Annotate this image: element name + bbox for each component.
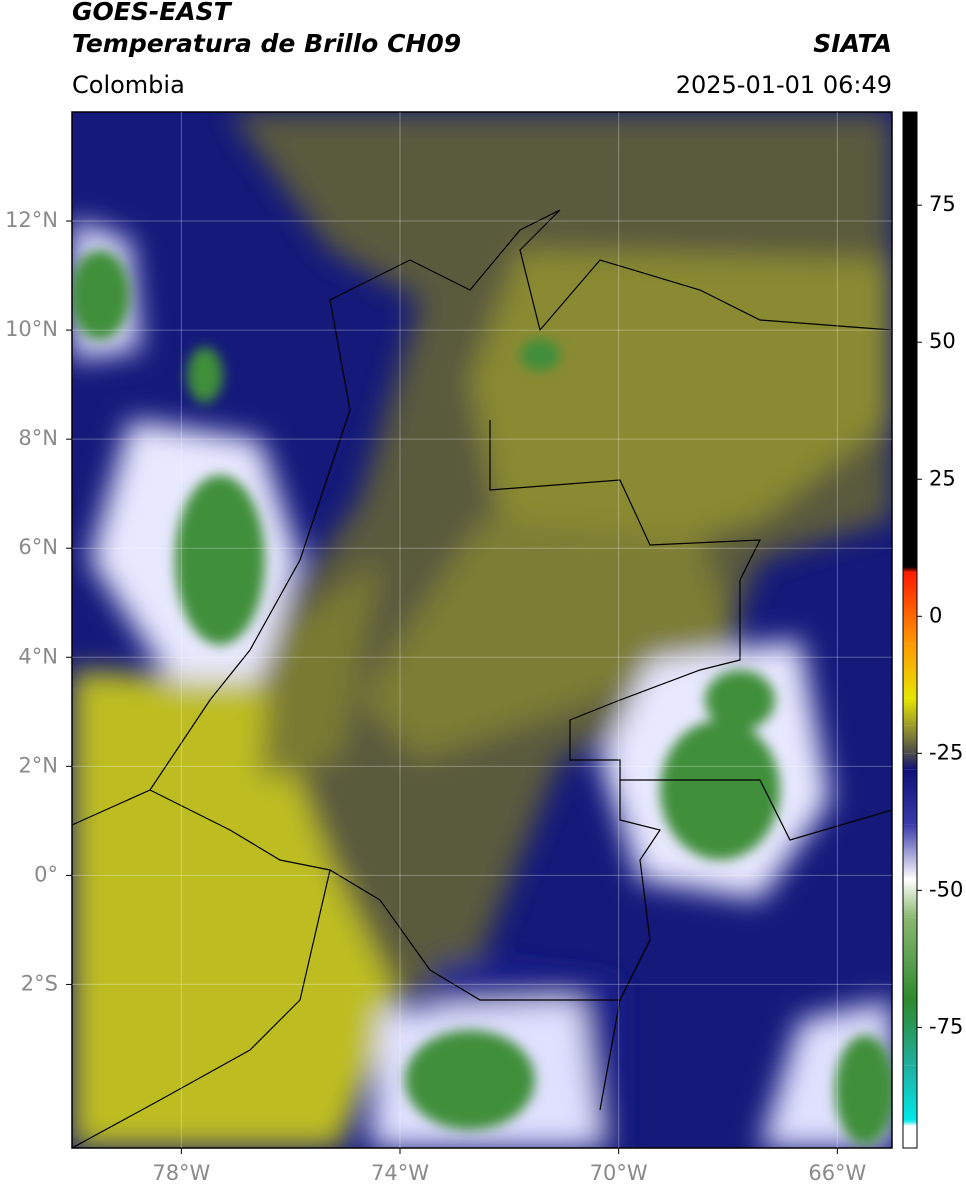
colorbar-tick-label: -50 <box>929 877 963 901</box>
colorbar-frame <box>902 111 918 1149</box>
y-tick-label: 4°N <box>18 644 58 668</box>
colorbar-segment <box>903 572 917 644</box>
colorbar: 75 50 25 0 -25 -50 -75 <box>902 111 963 1149</box>
colorbar-segment <box>903 112 917 567</box>
colorbar-segment <box>903 753 917 770</box>
y-tick-label: 6°N <box>18 535 58 559</box>
subtitle: Temperatura de Brillo CH09 <box>72 29 461 58</box>
y-tick-label: 0° <box>34 862 58 886</box>
border <box>620 779 892 841</box>
cloud-top <box>72 250 130 340</box>
y-tick-label: 10°N <box>5 317 58 341</box>
colorbar-segment <box>903 566 917 573</box>
colorbar-segment <box>903 1000 917 1066</box>
x-tick-label: 70°W <box>590 1161 648 1185</box>
colorbar-tick-label: 50 <box>929 329 956 353</box>
warm-layer <box>470 250 892 560</box>
colorbar-segment <box>903 643 917 699</box>
colorbar-tick-label: 0 <box>929 603 942 627</box>
colorbar-segment <box>903 917 917 1000</box>
warm-layer <box>72 670 400 1148</box>
colorbar-segment <box>903 1126 917 1148</box>
y-tick-label: 12°N <box>5 208 58 232</box>
x-tick-label: 74°W <box>371 1161 429 1185</box>
x-tick-label: 66°W <box>808 1161 866 1185</box>
datetime: 2025-01-01 06:49 <box>676 71 892 99</box>
source: SIATA <box>813 29 892 58</box>
cloud-top <box>405 1030 535 1130</box>
colorbar-segment <box>903 879 917 918</box>
colorbar-segment <box>903 725 917 754</box>
x-tick-label: 78°W <box>152 1161 210 1185</box>
border <box>149 789 620 1001</box>
colorbar-tick-label: -25 <box>929 740 963 764</box>
y-tick-label: 2°S <box>21 971 58 995</box>
cloud-top <box>835 1035 892 1145</box>
colorbar-tick-label: -75 <box>929 1014 963 1038</box>
title: GOES-EAST <box>72 0 233 26</box>
colorbar-segment <box>903 769 917 825</box>
colorbar-segment <box>903 1120 917 1127</box>
y-tick-label: 8°N <box>18 426 58 450</box>
graticule: 78°W 74°W 70°W 66°W 12°N 10°N 8°N 6°N 4°N 2°N 0° 2°… <box>5 112 892 1185</box>
colorbar-tick-label: 75 <box>929 192 956 216</box>
coastline <box>72 209 892 826</box>
border <box>489 420 761 1111</box>
cloud-top <box>520 339 560 371</box>
cloud-top <box>660 720 780 860</box>
satellite-image <box>72 112 892 1148</box>
map-frame <box>71 111 893 1149</box>
cloud-top <box>705 670 775 730</box>
cloud-top <box>187 347 223 403</box>
region: Colombia <box>72 71 185 99</box>
colorbar-segment <box>903 1065 917 1121</box>
colorbar-segment <box>903 698 917 726</box>
y-tick-label: 2°N <box>18 753 58 777</box>
warm-layer <box>360 520 740 760</box>
cloud-top <box>175 475 265 645</box>
warm-layer <box>260 560 380 780</box>
colorbar-segment <box>903 824 917 880</box>
coldest-tops <box>72 250 892 1145</box>
coastline <box>72 869 331 1148</box>
colorbar-tick-label: 25 <box>929 466 956 490</box>
borders <box>72 209 892 1148</box>
